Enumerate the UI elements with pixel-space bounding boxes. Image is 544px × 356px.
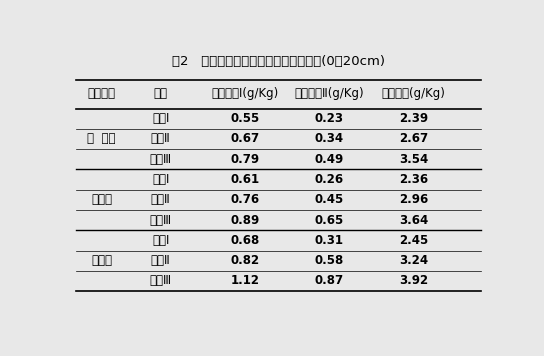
- Text: 3.54: 3.54: [399, 153, 428, 166]
- Text: 种植时间: 种植时间: [88, 87, 116, 100]
- Text: 0.49: 0.49: [315, 153, 344, 166]
- Text: 0.76: 0.76: [231, 193, 259, 206]
- Text: 0.68: 0.68: [231, 234, 259, 247]
- Text: 0.23: 0.23: [315, 112, 344, 125]
- Text: 处理Ⅲ: 处理Ⅲ: [150, 274, 172, 287]
- Text: 0.89: 0.89: [231, 214, 259, 226]
- Text: 处理: 处理: [154, 87, 168, 100]
- Text: 0.79: 0.79: [231, 153, 259, 166]
- Text: 总有机碳(g/Kg): 总有机碳(g/Kg): [382, 87, 446, 100]
- Text: 0.26: 0.26: [315, 173, 344, 186]
- Text: 处理Ⅲ: 处理Ⅲ: [150, 214, 172, 226]
- Text: 2.36: 2.36: [399, 173, 428, 186]
- Text: 表2   不同处理对土壤有机碳含量的影响(0～20cm): 表2 不同处理对土壤有机碳含量的影响(0～20cm): [172, 55, 385, 68]
- Text: 0.58: 0.58: [315, 254, 344, 267]
- Text: 活性碳库Ⅰ(g/Kg): 活性碳库Ⅰ(g/Kg): [212, 87, 279, 100]
- Text: 第二年: 第二年: [91, 193, 112, 206]
- Text: 0.31: 0.31: [315, 234, 344, 247]
- Text: 0.45: 0.45: [315, 193, 344, 206]
- Text: 2.39: 2.39: [399, 112, 428, 125]
- Text: 第  一年: 第 一年: [88, 132, 116, 146]
- Text: 处理Ⅱ: 处理Ⅱ: [151, 132, 171, 146]
- Text: 3.92: 3.92: [399, 274, 428, 287]
- Text: 0.82: 0.82: [231, 254, 259, 267]
- Text: 处理Ⅱ: 处理Ⅱ: [151, 254, 171, 267]
- Text: 0.65: 0.65: [315, 214, 344, 226]
- Text: 3.64: 3.64: [399, 214, 428, 226]
- Text: 处理Ⅰ: 处理Ⅰ: [152, 112, 169, 125]
- Text: 1.12: 1.12: [231, 274, 259, 287]
- Text: 0.87: 0.87: [315, 274, 344, 287]
- Text: 处理Ⅱ: 处理Ⅱ: [151, 193, 171, 206]
- Text: 2.45: 2.45: [399, 234, 428, 247]
- Text: 处理Ⅲ: 处理Ⅲ: [150, 153, 172, 166]
- Text: 处理Ⅰ: 处理Ⅰ: [152, 234, 169, 247]
- Text: 0.34: 0.34: [315, 132, 344, 146]
- Text: 3.24: 3.24: [399, 254, 428, 267]
- Text: 第三年: 第三年: [91, 254, 112, 267]
- Text: 0.61: 0.61: [231, 173, 259, 186]
- Text: 2.96: 2.96: [399, 193, 428, 206]
- Text: 0.55: 0.55: [231, 112, 259, 125]
- Text: 处理Ⅰ: 处理Ⅰ: [152, 173, 169, 186]
- Text: 0.67: 0.67: [231, 132, 259, 146]
- Text: 活性碳库Ⅱ(g/Kg): 活性碳库Ⅱ(g/Kg): [295, 87, 364, 100]
- Text: 2.67: 2.67: [399, 132, 428, 146]
